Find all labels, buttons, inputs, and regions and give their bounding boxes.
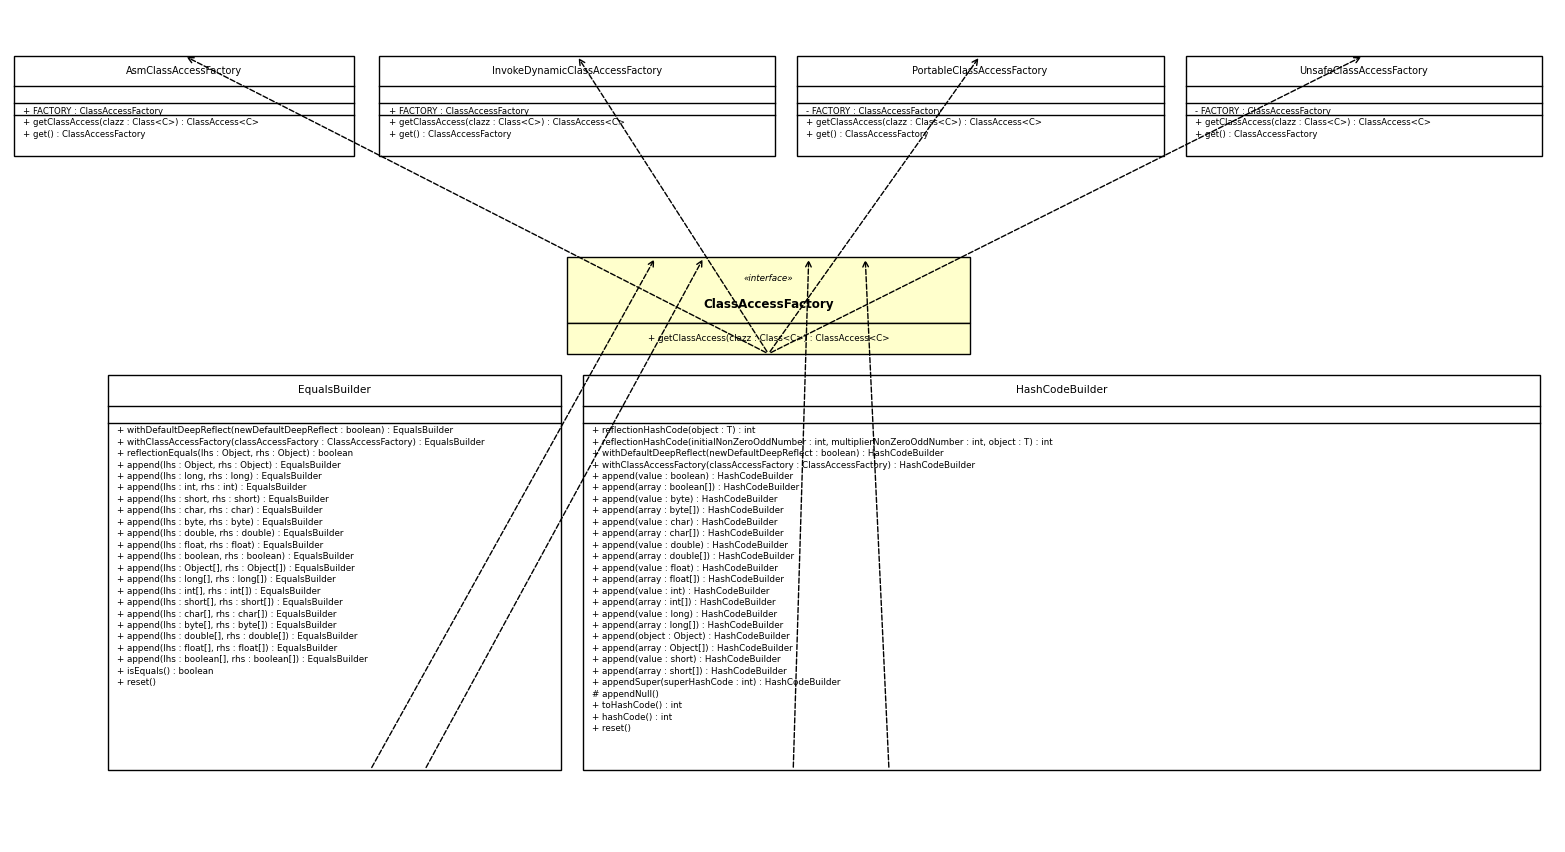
Text: + append(value : boolean) : HashCodeBuilder: + append(value : boolean) : HashCodeBuil… [592,472,793,481]
Text: - FACTORY : ClassAccessFactory: - FACTORY : ClassAccessFactory [1196,106,1330,116]
Text: + append(lhs : byte, rhs : byte) : EqualsBuilder: + append(lhs : byte, rhs : byte) : Equal… [117,518,322,527]
Text: HashCodeBuilder: HashCodeBuilder [1016,385,1106,395]
Text: # appendNull(): # appendNull() [592,690,659,699]
Text: EqualsBuilder: EqualsBuilder [297,385,371,395]
Text: AsmClassAccessFactory: AsmClassAccessFactory [127,66,243,76]
Text: UnsafeClassAccessFactory: UnsafeClassAccessFactory [1299,66,1427,76]
Text: + append(array : short[]) : HashCodeBuilder: + append(array : short[]) : HashCodeBuil… [592,667,787,676]
Bar [1186,55,1542,156]
Text: + get() : ClassAccessFactory: + get() : ClassAccessFactory [388,130,512,139]
Text: + isEquals() : boolean: + isEquals() : boolean [117,667,213,676]
Text: + reset(): + reset() [117,678,156,688]
Text: ClassAccessFactory: ClassAccessFactory [703,298,834,311]
Text: + append(value : int) : HashCodeBuilder: + append(value : int) : HashCodeBuilder [592,587,770,596]
Text: + append(value : char) : HashCodeBuilder: + append(value : char) : HashCodeBuilder [592,518,778,527]
Text: + append(lhs : int[], rhs : int[]) : EqualsBuilder: + append(lhs : int[], rhs : int[]) : Equ… [117,587,321,596]
Text: + append(array : Object[]) : HashCodeBuilder: + append(array : Object[]) : HashCodeBui… [592,644,792,653]
Text: + append(object : Object) : HashCodeBuilder: + append(object : Object) : HashCodeBuil… [592,632,790,642]
Text: + reflectionEquals(lhs : Object, rhs : Object) : boolean: + reflectionEquals(lhs : Object, rhs : O… [117,449,354,458]
Text: + append(array : long[]) : HashCodeBuilder: + append(array : long[]) : HashCodeBuild… [592,621,782,630]
Text: + toHashCode() : int: + toHashCode() : int [592,701,682,711]
Text: InvokeDynamicClassAccessFactory: InvokeDynamicClassAccessFactory [491,66,662,76]
Text: + getClassAccess(clazz : Class<C>) : ClassAccess<C>: + getClassAccess(clazz : Class<C>) : Cla… [1196,118,1430,127]
Text: + append(lhs : short[], rhs : short[]) : EqualsBuilder: + append(lhs : short[], rhs : short[]) :… [117,598,343,607]
Text: + getClassAccess(clazz : Class<C>) : ClassAccess<C>: + getClassAccess(clazz : Class<C>) : Cla… [806,118,1042,127]
Bar [14,55,354,156]
Text: + append(lhs : float[], rhs : float[]) : EqualsBuilder: + append(lhs : float[], rhs : float[]) :… [117,644,336,653]
Text: + withClassAccessFactory(classAccessFactory : ClassAccessFactory) : HashCodeBuil: + withClassAccessFactory(classAccessFact… [592,461,975,469]
Text: + getClassAccess(clazz : Class<C>) : ClassAccess<C>: + getClassAccess(clazz : Class<C>) : Cla… [648,334,889,343]
Text: + append(array : char[]) : HashCodeBuilder: + append(array : char[]) : HashCodeBuild… [592,529,784,538]
Text: + reflectionHashCode(initialNonZeroOddNumber : int, multiplierNonZeroOddNumber :: + reflectionHashCode(initialNonZeroOddNu… [592,438,1053,446]
Text: + append(value : byte) : HashCodeBuilder: + append(value : byte) : HashCodeBuilder [592,495,778,504]
Text: + reset(): + reset() [592,724,631,734]
Text: + append(array : byte[]) : HashCodeBuilder: + append(array : byte[]) : HashCodeBuild… [592,506,784,515]
Text: + get() : ClassAccessFactory: + get() : ClassAccessFactory [1196,130,1318,139]
Bar [567,257,970,323]
Text: + append(lhs : Object, rhs : Object) : EqualsBuilder: + append(lhs : Object, rhs : Object) : E… [117,461,341,469]
Text: PortableClassAccessFactory: PortableClassAccessFactory [912,66,1047,76]
Bar [379,55,775,156]
Text: + append(lhs : Object[], rhs : Object[]) : EqualsBuilder: + append(lhs : Object[], rhs : Object[])… [117,564,355,573]
Text: + append(array : int[]) : HashCodeBuilder: + append(array : int[]) : HashCodeBuilde… [592,598,776,607]
Text: + getClassAccess(clazz : Class<C>) : ClassAccess<C>: + getClassAccess(clazz : Class<C>) : Cla… [23,118,260,127]
Text: + withDefaultDeepReflect(newDefaultDeepReflect : boolean) : HashCodeBuilder: + withDefaultDeepReflect(newDefaultDeepR… [592,449,944,458]
Text: + append(lhs : short, rhs : short) : EqualsBuilder: + append(lhs : short, rhs : short) : Equ… [117,495,329,504]
Text: + get() : ClassAccessFactory: + get() : ClassAccessFactory [806,130,928,139]
Text: + appendSuper(superHashCode : int) : HashCodeBuilder: + appendSuper(superHashCode : int) : Has… [592,678,840,688]
Bar [582,375,1540,770]
Text: + getClassAccess(clazz : Class<C>) : ClassAccess<C>: + getClassAccess(clazz : Class<C>) : Cla… [388,118,624,127]
Text: + append(value : double) : HashCodeBuilder: + append(value : double) : HashCodeBuild… [592,541,787,550]
Text: + append(lhs : char, rhs : char) : EqualsBuilder: + append(lhs : char, rhs : char) : Equal… [117,506,322,515]
Bar [567,323,970,354]
Text: + append(array : boolean[]) : HashCodeBuilder: + append(array : boolean[]) : HashCodeBu… [592,483,800,492]
Text: + append(array : double[]) : HashCodeBuilder: + append(array : double[]) : HashCodeBui… [592,552,793,561]
Text: + append(array : float[]) : HashCodeBuilder: + append(array : float[]) : HashCodeBuil… [592,575,784,584]
Text: + append(lhs : boolean, rhs : boolean) : EqualsBuilder: + append(lhs : boolean, rhs : boolean) :… [117,552,354,561]
Text: + append(lhs : char[], rhs : char[]) : EqualsBuilder: + append(lhs : char[], rhs : char[]) : E… [117,609,336,619]
Text: + append(lhs : long[], rhs : long[]) : EqualsBuilder: + append(lhs : long[], rhs : long[]) : E… [117,575,336,584]
Text: + reflectionHashCode(object : T) : int: + reflectionHashCode(object : T) : int [592,426,756,435]
Text: + withClassAccessFactory(classAccessFactory : ClassAccessFactory) : EqualsBuilde: + withClassAccessFactory(classAccessFact… [117,438,485,446]
Text: + FACTORY : ClassAccessFactory: + FACTORY : ClassAccessFactory [23,106,163,116]
Text: + append(lhs : double[], rhs : double[]) : EqualsBuilder: + append(lhs : double[], rhs : double[])… [117,632,357,642]
Text: «interface»: «interface» [743,273,793,283]
Text: + append(lhs : double, rhs : double) : EqualsBuilder: + append(lhs : double, rhs : double) : E… [117,529,343,538]
Text: + append(lhs : long, rhs : long) : EqualsBuilder: + append(lhs : long, rhs : long) : Equal… [117,472,322,481]
Bar [108,375,560,770]
Text: + append(lhs : byte[], rhs : byte[]) : EqualsBuilder: + append(lhs : byte[], rhs : byte[]) : E… [117,621,336,630]
Text: + append(value : long) : HashCodeBuilder: + append(value : long) : HashCodeBuilder [592,609,778,619]
Text: + FACTORY : ClassAccessFactory: + FACTORY : ClassAccessFactory [388,106,529,116]
Text: + append(value : short) : HashCodeBuilder: + append(value : short) : HashCodeBuilde… [592,655,781,665]
Text: - FACTORY : ClassAccessFactory: - FACTORY : ClassAccessFactory [806,106,942,116]
Text: + withDefaultDeepReflect(newDefaultDeepReflect : boolean) : EqualsBuilder: + withDefaultDeepReflect(newDefaultDeepR… [117,426,454,435]
Text: + append(lhs : boolean[], rhs : boolean[]) : EqualsBuilder: + append(lhs : boolean[], rhs : boolean[… [117,655,368,665]
Text: + append(lhs : float, rhs : float) : EqualsBuilder: + append(lhs : float, rhs : float) : Equ… [117,541,324,550]
Bar [797,55,1164,156]
Text: + get() : ClassAccessFactory: + get() : ClassAccessFactory [23,130,146,139]
Text: + append(lhs : int, rhs : int) : EqualsBuilder: + append(lhs : int, rhs : int) : EqualsB… [117,483,307,492]
Text: + hashCode() : int: + hashCode() : int [592,713,671,722]
Text: + append(value : float) : HashCodeBuilder: + append(value : float) : HashCodeBuilde… [592,564,778,573]
